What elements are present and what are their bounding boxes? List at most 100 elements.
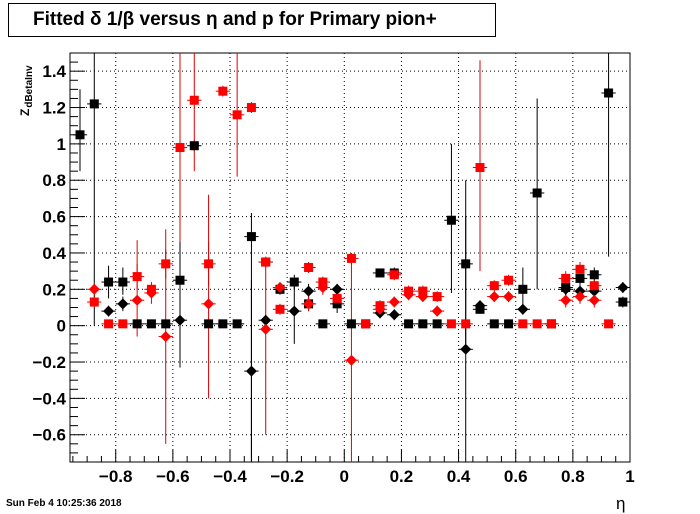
data-point-square xyxy=(104,277,114,287)
data-point-diamond xyxy=(574,291,586,303)
data-point-square xyxy=(189,141,199,151)
x-tick-label: 1 xyxy=(625,467,634,486)
data-point-square xyxy=(175,143,185,153)
data-point-square xyxy=(118,319,128,329)
y-tick-label: 1 xyxy=(57,135,66,154)
data-point-diamond xyxy=(145,287,157,299)
data-point-diamond xyxy=(160,331,172,343)
data-point-diamond xyxy=(88,283,100,295)
x-tick-label: −0.4 xyxy=(213,467,247,486)
x-tick-label: 0.2 xyxy=(390,467,414,486)
data-point-square xyxy=(275,304,285,314)
data-point-square xyxy=(218,319,228,329)
data-point-diamond xyxy=(503,291,515,303)
grid-layer xyxy=(70,53,631,462)
y-tick-label: 0.2 xyxy=(42,280,66,299)
data-point-square xyxy=(361,319,371,329)
y-tick-label: −0.6 xyxy=(32,426,66,445)
y-tick-label: 0 xyxy=(57,317,66,336)
data-point-square xyxy=(618,297,628,307)
data-point-square xyxy=(489,319,499,329)
data-point-square xyxy=(532,319,542,329)
data-point-diamond xyxy=(345,354,357,366)
data-point-square xyxy=(246,103,256,113)
x-tick-label: 0.6 xyxy=(504,467,528,486)
data-point-square xyxy=(504,319,514,329)
data-point-square xyxy=(161,259,171,269)
data-point-square xyxy=(161,319,171,329)
data-point-square xyxy=(289,277,299,287)
data-point-square xyxy=(475,163,485,173)
data-point-diamond xyxy=(245,365,257,377)
data-point-diamond xyxy=(517,303,529,315)
data-point-square xyxy=(104,319,114,329)
data-point-diamond xyxy=(131,294,143,306)
data-point-square xyxy=(518,319,528,329)
data-point-square xyxy=(575,264,585,274)
data-point-diamond xyxy=(560,283,572,295)
data-point-square xyxy=(75,130,85,140)
x-tick-label: 0 xyxy=(340,467,349,486)
data-point-square xyxy=(589,281,599,291)
data-point-diamond xyxy=(203,298,215,310)
data-point-square xyxy=(189,95,199,105)
y-tick-label: 1.2 xyxy=(42,99,66,118)
data-point-square xyxy=(332,293,342,303)
data-point-square xyxy=(389,270,399,280)
data-point-square xyxy=(418,319,428,329)
data-point-square xyxy=(546,319,556,329)
data-point-diamond xyxy=(274,281,286,293)
data-point-diamond xyxy=(388,296,400,308)
data-point-square xyxy=(332,299,342,309)
x-tick-label: 0.4 xyxy=(447,467,471,486)
plot-frame xyxy=(69,52,631,463)
data-point-square xyxy=(89,297,99,307)
data-point-diamond xyxy=(288,305,300,317)
data-point-diamond xyxy=(460,343,472,355)
data-point-diamond xyxy=(588,294,600,306)
data-point-diamond xyxy=(103,305,115,317)
data-point-diamond xyxy=(417,291,429,303)
data-point-square xyxy=(132,272,142,282)
data-point-diamond xyxy=(317,281,329,293)
y-tick-label: 0.8 xyxy=(42,171,66,190)
data-point-diamond xyxy=(474,300,486,312)
data-point-square xyxy=(232,319,242,329)
data-point-square xyxy=(232,110,242,120)
data-point-square xyxy=(432,319,442,329)
data-point-square xyxy=(204,319,214,329)
y-tick-label: 0.4 xyxy=(42,244,66,263)
data-point-square xyxy=(504,275,514,285)
data-point-square xyxy=(132,319,142,329)
y-axis-title-sub: dBetaInv xyxy=(24,65,35,108)
data-point-diamond xyxy=(117,298,129,310)
data-point-square xyxy=(604,319,614,329)
data-point-square xyxy=(575,273,585,283)
data-markers xyxy=(75,86,629,377)
x-tick-label: −0.2 xyxy=(270,467,304,486)
data-point-diamond xyxy=(617,281,629,293)
data-point-diamond xyxy=(174,314,186,326)
x-axis-title: η xyxy=(616,494,626,513)
y-tick-label: −0.4 xyxy=(32,389,66,408)
data-point-square xyxy=(432,292,442,302)
data-point-diamond xyxy=(388,309,400,321)
tick-labels: −0.8 −0.6 −0.4 −0.2 0 0.2 0.4 0.6 0.8 1 −0.6 −0.4 −0… xyxy=(32,62,634,486)
data-point-square xyxy=(218,86,228,96)
x-tick-label: 0.8 xyxy=(561,467,585,486)
data-point-diamond xyxy=(331,283,343,295)
data-point-square xyxy=(461,319,471,329)
data-point-diamond xyxy=(560,294,572,306)
data-point-square xyxy=(446,319,456,329)
data-point-square xyxy=(518,284,528,294)
data-point-square xyxy=(375,268,385,278)
data-point-diamond xyxy=(431,305,443,317)
data-point-square xyxy=(461,259,471,269)
x-tick-label: −0.8 xyxy=(99,467,133,486)
data-point-diamond xyxy=(260,314,272,326)
data-point-square xyxy=(404,319,414,329)
data-point-square xyxy=(318,319,328,329)
data-point-square xyxy=(246,232,256,242)
data-point-diamond xyxy=(260,323,272,335)
